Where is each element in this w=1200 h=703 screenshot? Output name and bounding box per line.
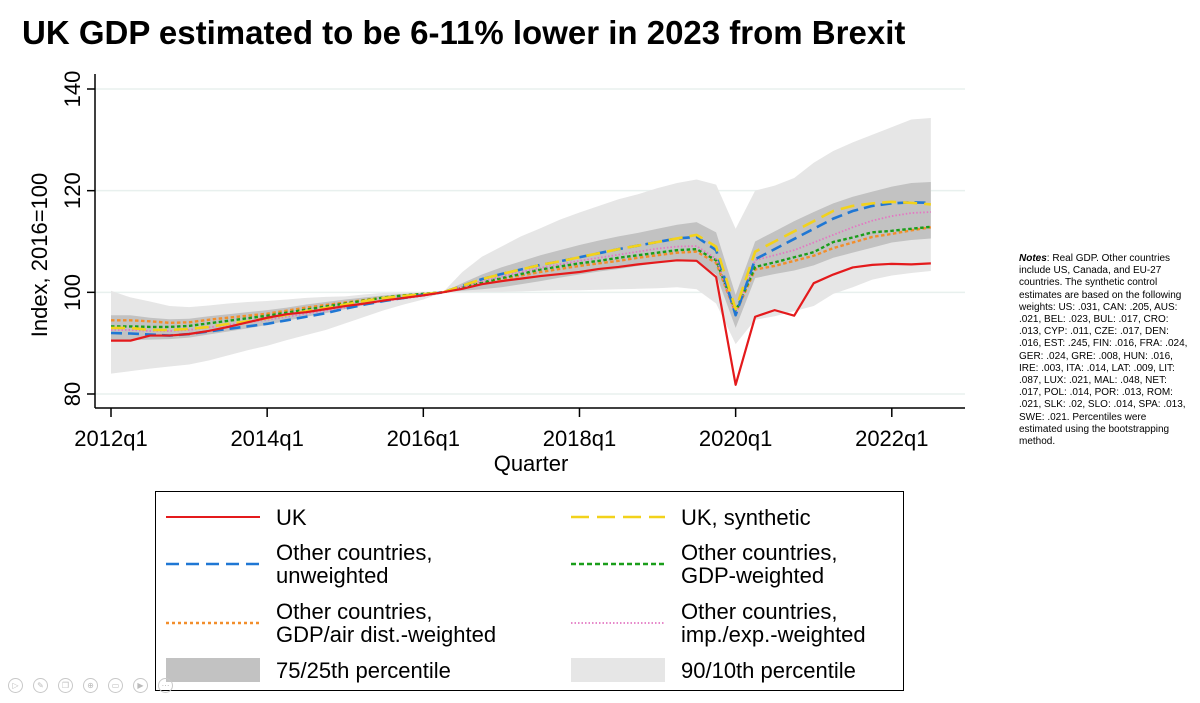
x-axis-title: Quarter — [494, 451, 569, 476]
legend-item-imp-exp: Other countries, imp./exp.-weighted — [571, 600, 866, 646]
legend-item-gdp-weighted: Other countries, GDP-weighted — [571, 541, 838, 587]
y-tick-label-100: 100 — [60, 274, 85, 311]
y-axis-title: Index, 2016=100 — [27, 173, 52, 338]
chart-notes: Notes: Real GDP. Other countries include… — [1019, 253, 1189, 448]
legend-label-uk: UK — [276, 504, 307, 530]
edit-icon[interactable]: ✎ — [33, 678, 48, 693]
legend-label-imp-exp-1: Other countries, — [681, 599, 838, 624]
legend: UK UK, synthetic Other countries, unweigh… — [155, 491, 904, 691]
chart-plot: 80 100 120 140 2012q1 2014q1 2016q1 2018q1 2020q… — [27, 71, 965, 476]
legend-item-p75-25: 75/25th percentile — [166, 656, 451, 684]
video-icon[interactable]: ▶ — [133, 678, 148, 693]
x-tick-label-2020q1: 2020q1 — [699, 426, 772, 451]
legend-item-p90-10: 90/10th percentile — [571, 656, 856, 684]
legend-item-air-dist: Other countries, GDP/air dist.-weighted — [166, 600, 496, 646]
legend-swatch-p75-25 — [166, 658, 260, 682]
legend-item-unweighted: Other countries, unweighted — [166, 541, 433, 587]
y-tick-label-120: 120 — [60, 172, 85, 209]
series-line-gdp_weighted — [111, 225, 931, 329]
legend-item-synthetic: UK, synthetic — [571, 503, 811, 531]
legend-label-gdp-weighted-2: GDP-weighted — [681, 563, 825, 588]
y-tick-label-140: 140 — [60, 71, 85, 108]
x-tick-label-2022q1: 2022q1 — [855, 426, 928, 451]
x-tick-label-2012q1: 2012q1 — [74, 426, 147, 451]
notes-label: Notes — [1019, 253, 1047, 264]
series-line-uk — [111, 259, 931, 386]
media-toolbar: ▷ ✎ ❐ ⊕ ▭ ▶ ⋯ — [8, 678, 173, 693]
legend-label-imp-exp-2: imp./exp.-weighted — [681, 622, 866, 647]
play-icon[interactable]: ▷ — [8, 678, 23, 693]
fullscreen-icon[interactable]: ▭ — [108, 678, 123, 693]
legend-label-p75-25: 75/25th percentile — [276, 657, 451, 683]
legend-swatch-p90-10 — [571, 658, 665, 682]
series-line-unweighted — [110, 201, 931, 337]
legend-label-air-dist-2: GDP/air dist.-weighted — [276, 622, 497, 647]
legend-label-unweighted-2: unweighted — [276, 563, 389, 588]
x-tick-label-2018q1: 2018q1 — [543, 426, 616, 451]
notes-text: : Real GDP. Other countries include US, … — [1019, 253, 1188, 448]
zoom-icon[interactable]: ⊕ — [83, 678, 98, 693]
legend-label-gdp-weighted-1: Other countries, — [681, 540, 838, 565]
more-icon[interactable]: ⋯ — [158, 678, 173, 693]
band-p75_25 — [111, 182, 931, 341]
y-tick-label-80: 80 — [60, 382, 85, 406]
legend-label-synthetic: UK, synthetic — [681, 504, 811, 530]
chart-title: UK GDP estimated to be 6-11% lower in 20… — [22, 14, 906, 51]
copy-icon[interactable]: ❐ — [58, 678, 73, 693]
x-tick-label-2016q1: 2016q1 — [387, 426, 460, 451]
legend-label-air-dist-1: Other countries, — [276, 599, 433, 624]
legend-label-unweighted-1: Other countries, — [276, 540, 433, 565]
legend-label-p90-10: 90/10th percentile — [681, 657, 856, 683]
legend-item-uk: UK — [166, 503, 307, 531]
x-tick-label-2014q1: 2014q1 — [230, 426, 303, 451]
